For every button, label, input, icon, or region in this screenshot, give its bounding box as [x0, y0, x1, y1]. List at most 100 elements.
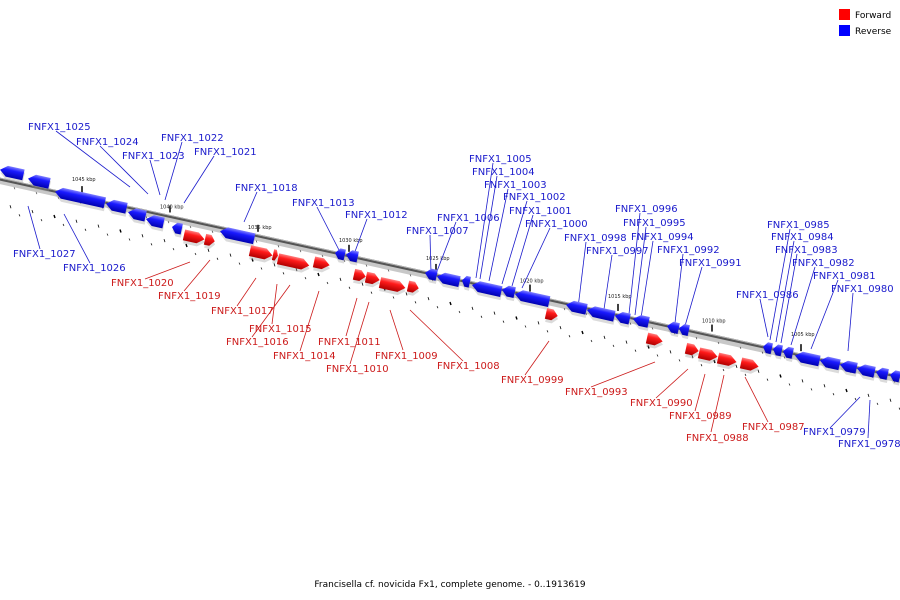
track-dot: [35, 191, 38, 195]
track-dash: [40, 218, 43, 222]
label-leader-line: [409, 309, 464, 362]
track-dash: [75, 219, 78, 223]
reverse-gene-arrow-body: [795, 351, 821, 367]
forward-gene-arrow: [406, 280, 420, 296]
reverse-gene-arrow: [633, 315, 651, 331]
forward-gene-label: FNFX1_1019: [158, 291, 221, 302]
track-dot: [343, 259, 346, 262]
forward-gene-label: FNFX1_0989: [669, 411, 732, 422]
label-leader-line: [433, 221, 457, 280]
track-dot: [13, 187, 16, 190]
reverse-gene-arrow: [425, 268, 439, 284]
tick-label: 1015 kbp: [608, 294, 632, 300]
track-dash: [515, 316, 518, 320]
track-dash: [172, 247, 175, 251]
reverse-gene-label: FNFX1_1024: [76, 137, 139, 148]
reverse-gene-arrow: [515, 290, 551, 311]
forward-gene-label: FNFX1_1015: [249, 324, 312, 335]
label-leader-line: [769, 228, 791, 341]
reverse-gene-label: FNFX1_1001: [509, 206, 572, 217]
reverse-gene-arrow: [795, 351, 821, 370]
reverse-gene-arrow: [783, 346, 795, 362]
forward-gene-arrow-body: [248, 245, 273, 260]
label-leader-line: [744, 376, 769, 423]
track-dash: [612, 344, 615, 348]
track-dash: [53, 214, 56, 219]
track-dash: [185, 243, 188, 248]
label-leader-lines: [27, 130, 871, 439]
legend-forward-swatch: [839, 9, 850, 20]
track-dot: [585, 312, 588, 316]
reverse-gene-label: FNFX1_1023: [122, 151, 185, 162]
track-dash: [889, 398, 892, 402]
forward-gene-arrow: [645, 332, 663, 349]
reverse-gene-label: FNFX1_0978: [838, 439, 900, 450]
reverse-gene-arrow-body: [502, 285, 516, 299]
label-leader-line: [511, 214, 534, 287]
reverse-gene-arrow-body: [172, 222, 183, 235]
forward-gene-arrow-body: [716, 352, 737, 366]
forward-gene-arrow: [276, 253, 310, 273]
label-leader-line: [867, 399, 871, 439]
reverse-gene-label: FNFX1_1003: [484, 180, 547, 191]
reverse-gene-label: FNFX1_1006: [437, 213, 500, 224]
forward-gene-arrow: [182, 229, 205, 247]
forward-gene-label: FNFX1_1011: [318, 337, 381, 348]
reverse-gene-label: FNFX1_0996: [615, 204, 678, 215]
reverse-gene-label: FNFX1_0984: [771, 232, 834, 243]
label-leader-line: [655, 368, 689, 399]
forward-gene-arrow-body: [352, 268, 366, 282]
reverse-gene-label: FNFX1_0980: [831, 284, 894, 295]
reverse-gene-label: FNFX1_1007: [406, 226, 469, 237]
forward-gene-label: FNFX1_1017: [211, 306, 274, 317]
reverse-gene-arrow: [106, 199, 129, 217]
track-dash: [713, 359, 716, 364]
reverse-gene-arrow: [820, 356, 842, 374]
track-dash: [282, 272, 285, 275]
forward-gene-label: FNFX1_1016: [226, 337, 289, 348]
tick-label: 1045 kbp: [72, 177, 96, 183]
forward-gene-arrow: [203, 233, 216, 249]
track-dash: [414, 301, 417, 304]
track-dash: [194, 252, 197, 256]
label-leader-line: [63, 213, 91, 264]
track-dash: [119, 229, 122, 233]
reverse-gene-arrow-body: [763, 342, 773, 355]
reverse-gene-arrow-body: [146, 215, 165, 229]
track-dash: [691, 355, 694, 359]
reverse-gene-arrow-body: [515, 290, 551, 308]
label-leader-line: [164, 141, 183, 201]
forward-gene-label: FNFX1_1009: [375, 351, 438, 362]
reverse-gene-arrow-body: [876, 367, 889, 380]
reverse-gene-label: FNFX1_0994: [631, 232, 694, 243]
track-dash: [801, 379, 804, 383]
track-dash: [216, 257, 219, 260]
label-leader-line: [780, 253, 798, 344]
track-dash: [581, 330, 584, 335]
label-leader-line: [316, 206, 341, 253]
reverse-gene-label: FNFX1_1022: [161, 133, 224, 144]
label-leader-line: [488, 188, 509, 282]
gene-arrows: [0, 165, 900, 386]
label-leader-line: [144, 261, 191, 280]
reverse-gene-label: FNFX1_0998: [564, 233, 627, 244]
label-leader-line: [684, 266, 703, 327]
reverse-gene-label: FNFX1_1013: [292, 198, 355, 209]
track-dot: [189, 225, 192, 229]
label-leader-line: [236, 277, 257, 307]
label-leader-line: [429, 234, 432, 274]
track-dot: [167, 221, 170, 224]
reverse-gene-arrow-body: [679, 324, 690, 336]
forward-gene-arrow-body: [276, 253, 310, 270]
label-leader-line: [694, 373, 706, 412]
reverse-gene-label: FNFX1_0985: [767, 220, 830, 231]
track-dash: [757, 369, 760, 373]
forward-gene-arrow: [716, 352, 737, 370]
forward-gene-label: FNFX1_0990: [630, 398, 693, 409]
forward-gene-arrow-body: [544, 308, 558, 321]
track-dash: [251, 258, 254, 262]
track-dash: [766, 378, 769, 381]
reverse-gene-label: FNFX1_1005: [469, 154, 532, 165]
